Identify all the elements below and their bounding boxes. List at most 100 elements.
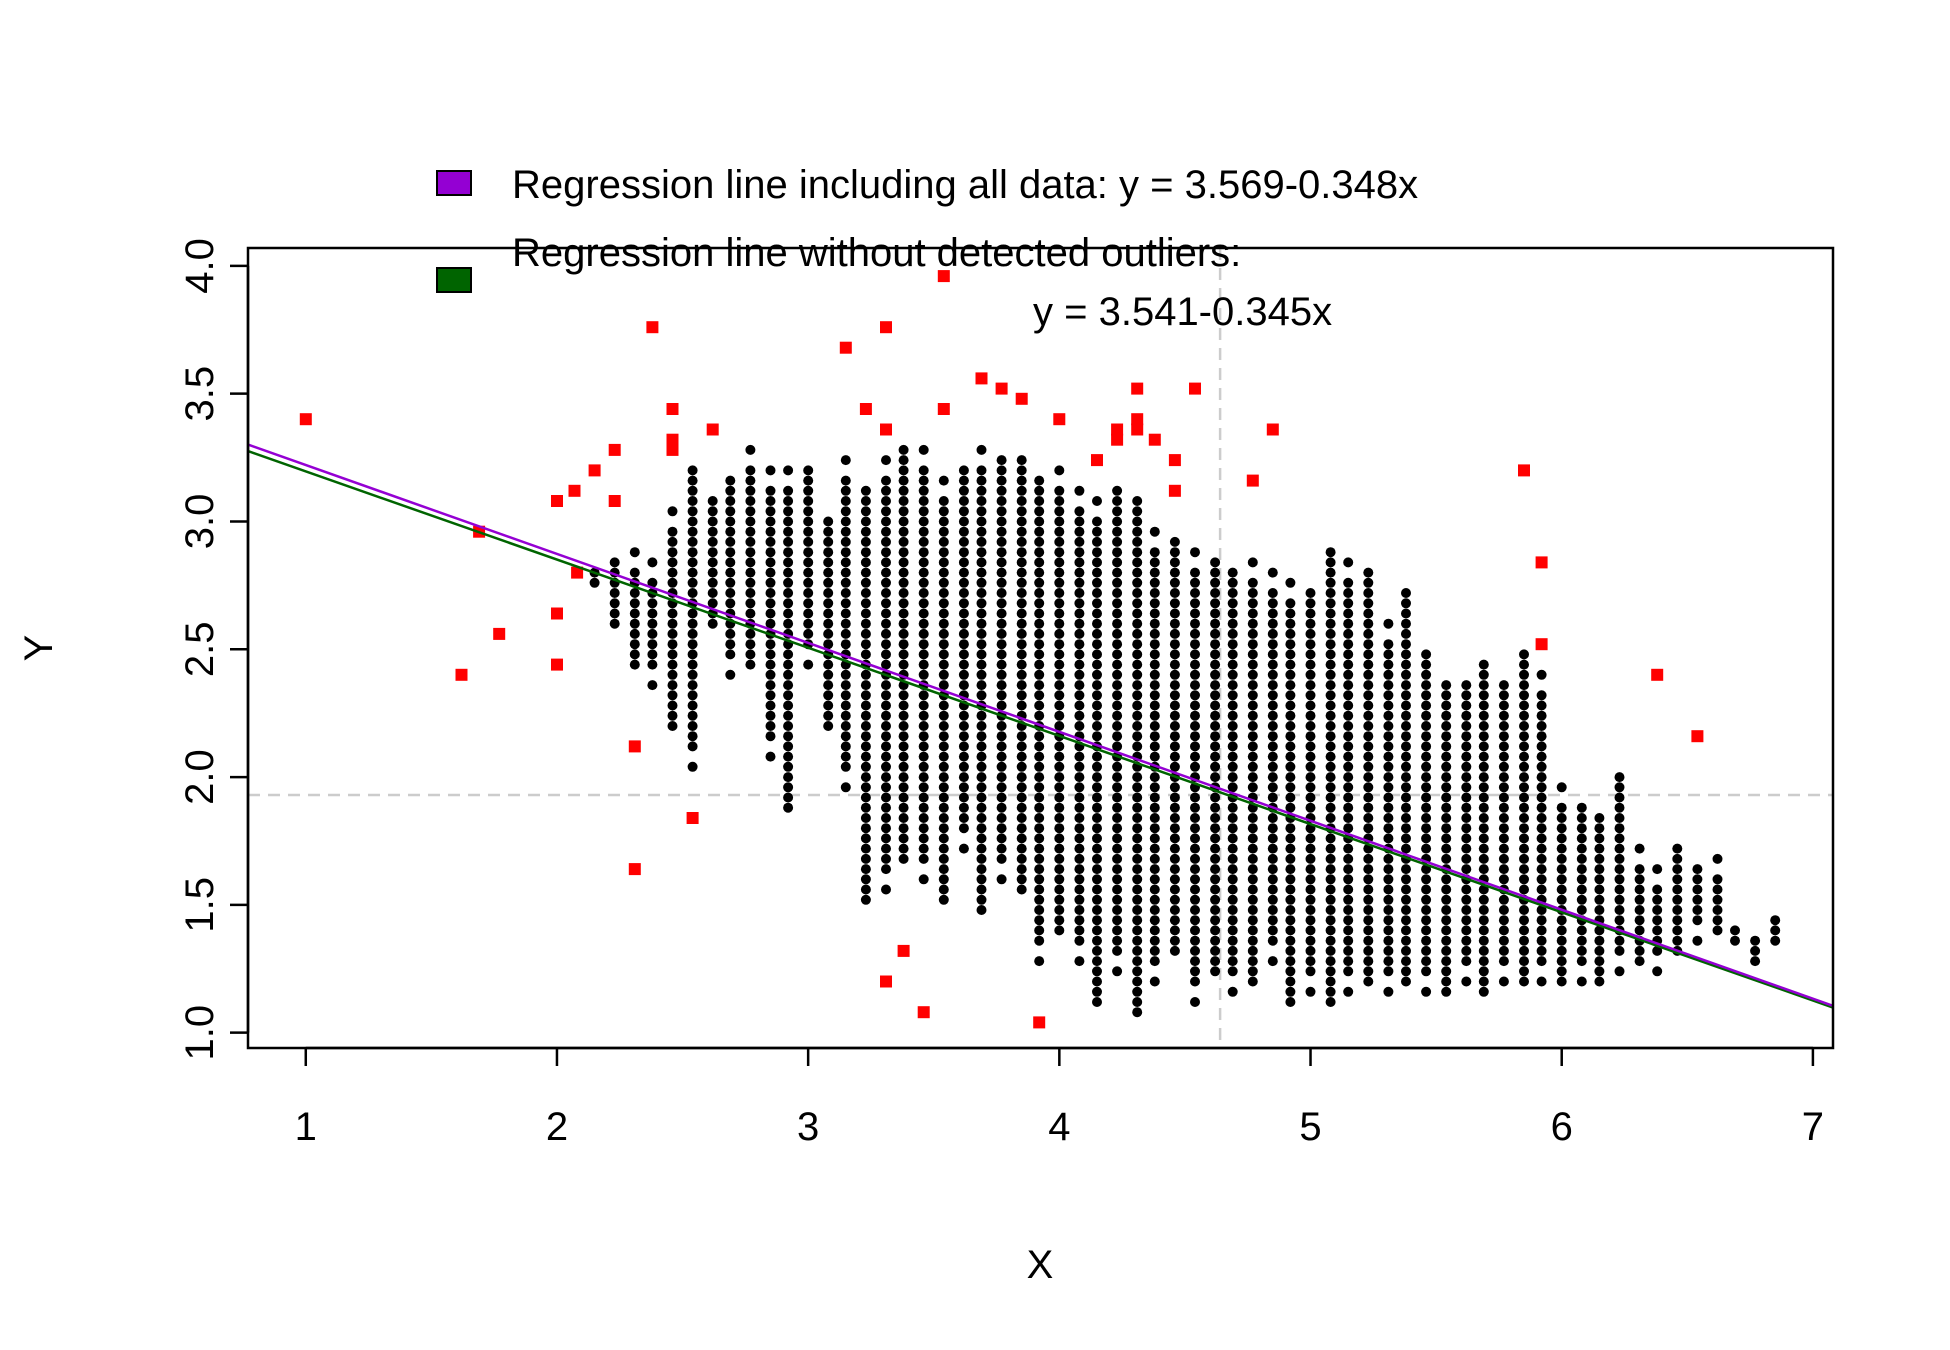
- inlier-point: [1227, 608, 1238, 619]
- inlier-point: [1461, 905, 1472, 915]
- inlier-point: [1054, 526, 1065, 537]
- inlier-point: [881, 577, 891, 588]
- inlier-point: [1054, 751, 1065, 762]
- inlier-point: [1074, 690, 1085, 701]
- inlier-point: [783, 792, 794, 803]
- inlier-point: [667, 547, 678, 558]
- inlier-point: [1190, 669, 1200, 680]
- inlier-point: [1441, 721, 1452, 731]
- inlier-point: [898, 813, 909, 823]
- inlier-point: [1305, 659, 1316, 670]
- inlier-point: [1285, 639, 1296, 650]
- inlier-point: [1594, 905, 1605, 915]
- inlier-point: [860, 843, 871, 854]
- inlier-point: [1401, 680, 1411, 691]
- inlier-point: [803, 516, 814, 527]
- inlier-point: [1074, 843, 1085, 854]
- inlier-point: [1169, 802, 1180, 813]
- inlier-point: [1112, 680, 1123, 691]
- inlier-point: [745, 557, 756, 568]
- inlier-point: [1383, 669, 1394, 680]
- inlier-point: [1210, 915, 1221, 926]
- inlier-point: [1383, 884, 1394, 895]
- inlier-point: [1285, 680, 1296, 691]
- inlier-point: [1750, 945, 1761, 956]
- inlier-point: [1074, 516, 1085, 527]
- inlier-point: [647, 618, 658, 629]
- inlier-point: [1034, 905, 1045, 915]
- inlier-point: [707, 618, 718, 629]
- inlier-point: [765, 485, 776, 496]
- inlier-point: [1247, 598, 1258, 609]
- inlier-point: [1092, 966, 1102, 977]
- inlier-point: [1441, 772, 1452, 783]
- inlier-point: [1054, 506, 1065, 517]
- inlier-point: [803, 496, 814, 506]
- inlier-point: [860, 628, 871, 639]
- inlier-point: [1210, 741, 1221, 752]
- inlier-point: [1634, 925, 1645, 936]
- inlier-point: [1383, 690, 1394, 701]
- inlier-point: [1576, 935, 1587, 946]
- inlier-point: [996, 823, 1007, 834]
- inlier-point: [1383, 945, 1394, 956]
- inlier-point: [1016, 598, 1027, 609]
- inlier-point: [1712, 874, 1723, 885]
- inlier-point: [898, 782, 909, 793]
- inlier-point: [881, 557, 891, 568]
- inlier-point: [1363, 669, 1374, 680]
- inlier-point: [1421, 884, 1432, 895]
- inlier-point: [1421, 894, 1432, 905]
- inlier-point: [976, 567, 987, 578]
- inlier-point: [823, 567, 834, 578]
- inlier-point: [1383, 639, 1394, 650]
- inlier-point: [976, 833, 987, 844]
- inlier-point: [725, 536, 736, 547]
- inlier-point: [1054, 843, 1065, 854]
- inlier-point: [918, 710, 929, 721]
- inlier-point: [1247, 874, 1258, 885]
- inlier-point: [1016, 496, 1027, 506]
- outlier-point: [1691, 730, 1704, 743]
- inlier-point: [1267, 751, 1278, 762]
- inlier-point: [918, 761, 929, 772]
- inlier-point: [1112, 761, 1123, 772]
- inlier-point: [1614, 945, 1625, 956]
- inlier-point: [803, 547, 814, 558]
- y-tick-label: 3.0: [178, 494, 222, 550]
- inlier-point: [996, 833, 1007, 844]
- inlier-point: [1132, 741, 1143, 752]
- inlier-point: [1149, 628, 1160, 639]
- inlier-point: [1498, 915, 1509, 926]
- inlier-point: [1461, 772, 1472, 783]
- inlier-point: [1461, 710, 1472, 721]
- inlier-point: [1325, 833, 1336, 844]
- inlier-point: [976, 526, 987, 537]
- inlier-point: [1441, 741, 1452, 752]
- inlier-point: [1092, 905, 1102, 915]
- inlier-point: [996, 669, 1007, 680]
- inlier-point: [1343, 802, 1354, 813]
- inlier-point: [1634, 864, 1645, 875]
- inlier-point: [918, 751, 929, 762]
- inlier-point: [687, 649, 698, 660]
- inlier-point: [1190, 915, 1200, 926]
- inlier-point: [1536, 731, 1547, 742]
- inlier-point: [1536, 772, 1547, 783]
- inlier-point: [1383, 853, 1394, 864]
- inlier-point: [1498, 864, 1509, 875]
- inlier-point: [1034, 659, 1045, 670]
- inlier-point: [1247, 761, 1258, 772]
- inlier-point: [1112, 792, 1123, 803]
- inlier-point: [898, 731, 909, 742]
- inlier-point: [976, 772, 987, 783]
- inlier-point: [1536, 853, 1547, 864]
- inlier-point: [1614, 905, 1625, 915]
- inlier-point: [860, 741, 871, 752]
- inlier-point: [918, 874, 929, 885]
- inlier-point: [1227, 669, 1238, 680]
- inlier-point: [1556, 833, 1567, 844]
- inlier-point: [1401, 945, 1411, 956]
- inlier-point: [687, 639, 698, 650]
- inlier-point: [881, 731, 891, 742]
